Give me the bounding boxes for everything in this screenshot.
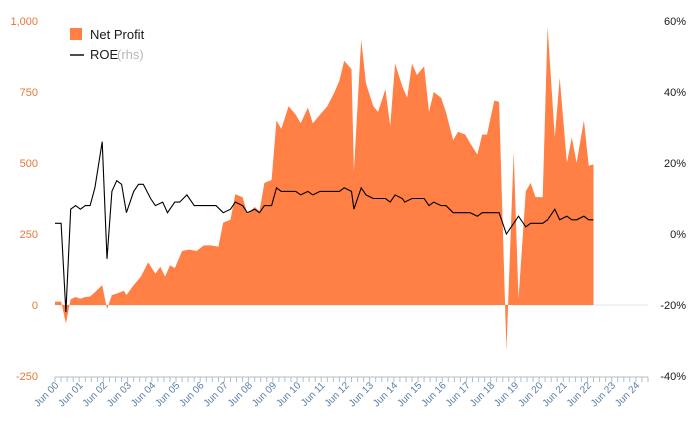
x-tick-label: Jun 03 bbox=[105, 380, 134, 409]
x-tick-label: Jun 09 bbox=[250, 380, 279, 409]
x-tick-label: Jun 12 bbox=[323, 380, 352, 409]
x-tick-label: Jun 20 bbox=[516, 380, 545, 409]
legend-line-label: ROE bbox=[90, 47, 119, 62]
y-right-tick: 40% bbox=[664, 87, 686, 99]
y-left-tick: 1,000 bbox=[10, 16, 38, 28]
legend-line-suffix: (rhs) bbox=[117, 47, 144, 62]
x-tick-label: Jun 24 bbox=[613, 380, 642, 409]
x-tick-label: Jun 19 bbox=[492, 380, 521, 409]
y-left-tick: 750 bbox=[20, 87, 38, 99]
x-tick-label: Jun 23 bbox=[589, 380, 618, 409]
x-tick-label: Jun 21 bbox=[541, 380, 570, 409]
x-tick-label: Jun 17 bbox=[444, 380, 473, 409]
legend: Net Profit ROE (rhs) bbox=[70, 27, 145, 62]
y-left-tick: 500 bbox=[20, 158, 38, 170]
x-tick-label: Jun 01 bbox=[57, 380, 86, 409]
x-tick-label: Jun 13 bbox=[347, 380, 376, 409]
y-right-tick: 20% bbox=[664, 158, 686, 170]
legend-area-swatch bbox=[70, 28, 82, 40]
y-left-tick: 250 bbox=[20, 229, 38, 241]
y-right-tick: 60% bbox=[664, 16, 686, 28]
x-tick-label: Jun 14 bbox=[371, 380, 400, 409]
x-tick-label: Jun 16 bbox=[420, 380, 449, 409]
y-right-tick: -40% bbox=[660, 371, 686, 383]
y-left-tick: 0 bbox=[32, 300, 38, 312]
y-right-tick: 0% bbox=[670, 229, 686, 241]
x-tick-label: Jun 04 bbox=[129, 380, 158, 409]
x-tick-label: Jun 08 bbox=[226, 380, 255, 409]
legend-area-label: Net Profit bbox=[90, 27, 145, 42]
x-tick-label: Jun 06 bbox=[178, 380, 207, 409]
x-tick-label: Jun 18 bbox=[468, 380, 497, 409]
x-tick-label: Jun 11 bbox=[299, 380, 328, 409]
area-layer bbox=[55, 26, 594, 351]
y-right-tick: -20% bbox=[660, 300, 686, 312]
x-tick-label: Jun 22 bbox=[565, 380, 594, 409]
x-tick-label: Jun 00 bbox=[32, 380, 61, 409]
x-tick-label: Jun 07 bbox=[202, 380, 231, 409]
line-layer bbox=[55, 141, 594, 313]
y-left-tick: -250 bbox=[16, 371, 38, 383]
x-tick-label: Jun 10 bbox=[274, 380, 303, 409]
net-profit-area bbox=[55, 26, 594, 351]
x-tick-label: Jun 15 bbox=[395, 380, 424, 409]
x-tick-label: Jun 05 bbox=[153, 380, 182, 409]
roe-line bbox=[55, 141, 594, 313]
x-tick-label: Jun 02 bbox=[81, 380, 110, 409]
